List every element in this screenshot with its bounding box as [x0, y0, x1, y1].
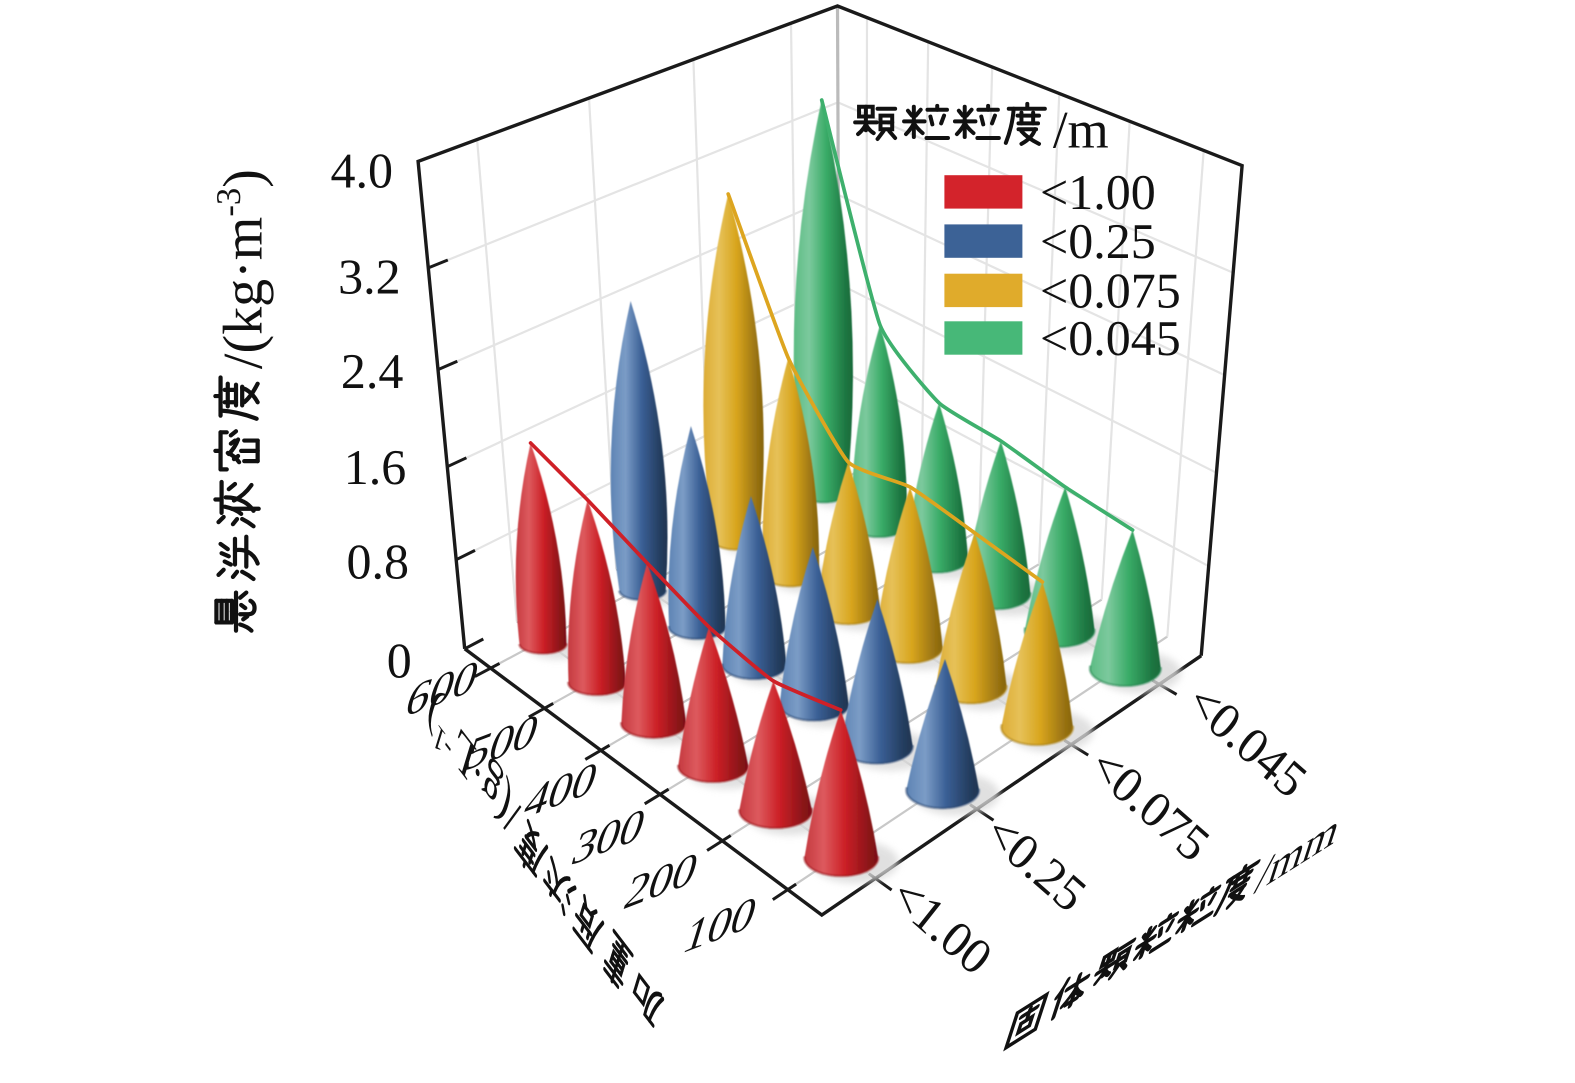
svg-text:1.6: 1.6	[344, 439, 407, 495]
svg-text:0.8: 0.8	[347, 534, 410, 590]
svg-text:<0.045: <0.045	[1040, 310, 1181, 366]
svg-text:<1.00: <1.00	[1040, 164, 1156, 220]
svg-text:4.0: 4.0	[331, 143, 394, 199]
svg-text:3.2: 3.2	[338, 249, 401, 305]
svg-text:<0.075: <0.075	[1040, 262, 1181, 318]
svg-text:2.4: 2.4	[341, 343, 404, 399]
svg-text:<0.25: <0.25	[1040, 213, 1156, 269]
svg-text:0: 0	[387, 633, 412, 689]
svg-text:/m: /m	[1053, 100, 1109, 159]
